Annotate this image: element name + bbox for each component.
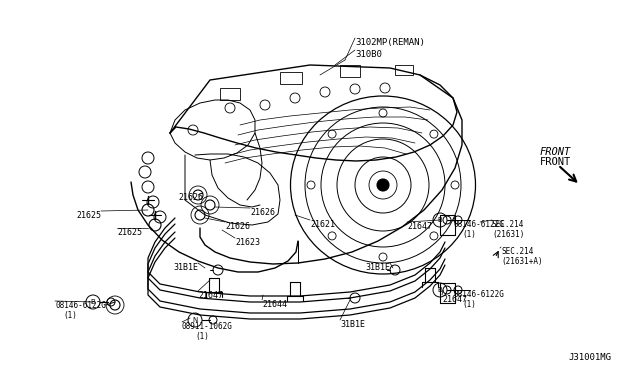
Text: B: B — [438, 217, 442, 223]
Text: 31B1E: 31B1E — [340, 320, 365, 329]
Text: (1): (1) — [462, 230, 476, 239]
Text: 21647: 21647 — [442, 295, 467, 304]
Text: SEC.214: SEC.214 — [492, 220, 524, 229]
Text: (1): (1) — [195, 332, 209, 341]
Text: FRONT: FRONT — [540, 157, 572, 167]
Text: (1): (1) — [462, 300, 476, 309]
Text: 31B1E: 31B1E — [365, 263, 390, 272]
Text: FRONT: FRONT — [540, 147, 572, 157]
Text: 21625: 21625 — [117, 228, 142, 237]
Text: 08911-1062G: 08911-1062G — [182, 322, 233, 331]
Text: 21626: 21626 — [178, 193, 203, 202]
Text: (21631): (21631) — [492, 230, 524, 239]
Text: 21625: 21625 — [76, 211, 101, 220]
Text: 21623: 21623 — [235, 238, 260, 247]
Text: 21626: 21626 — [250, 208, 275, 217]
Text: 08146-6122G: 08146-6122G — [454, 220, 505, 229]
Text: 21626: 21626 — [225, 222, 250, 231]
Circle shape — [377, 179, 389, 191]
Text: SEC.214: SEC.214 — [501, 247, 533, 256]
Text: 08146-6122G: 08146-6122G — [55, 301, 106, 310]
Text: 31B1E: 31B1E — [173, 263, 198, 272]
Text: N: N — [193, 317, 198, 323]
Text: 21644: 21644 — [262, 300, 287, 309]
Text: 310B0: 310B0 — [355, 50, 382, 59]
Text: 21647: 21647 — [198, 291, 223, 300]
Text: (21631+A): (21631+A) — [501, 257, 543, 266]
Text: B: B — [91, 299, 95, 305]
Text: B: B — [438, 287, 442, 293]
Text: 3102MP(REMAN): 3102MP(REMAN) — [355, 38, 425, 47]
Text: 21621: 21621 — [310, 220, 335, 229]
Text: J31001MG: J31001MG — [568, 353, 611, 362]
Text: (1): (1) — [63, 311, 77, 320]
Text: 08146-6122G: 08146-6122G — [454, 290, 505, 299]
Text: 21647: 21647 — [407, 222, 432, 231]
